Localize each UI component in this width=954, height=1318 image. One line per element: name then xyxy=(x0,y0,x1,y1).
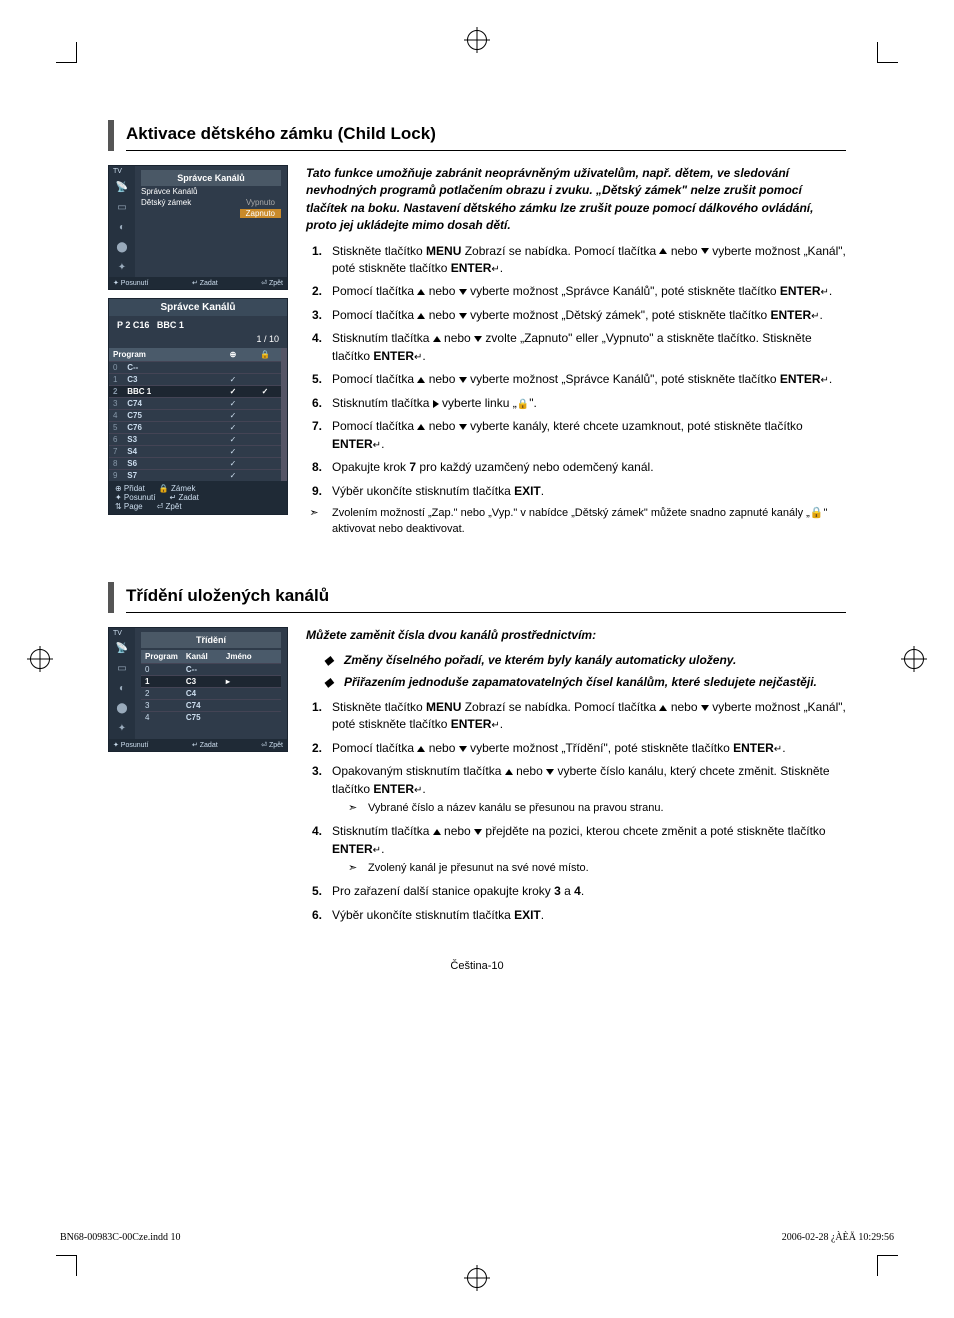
osd-title: Třídění xyxy=(141,632,281,648)
footer-left: BN68-00983C-00Cze.indd 10 xyxy=(60,1232,181,1243)
channel-icon: 📡 xyxy=(109,639,135,659)
crop-mark xyxy=(877,42,898,63)
footer-right: 2006-02-28 ¿ÀÈÄ 10:29:56 xyxy=(782,1232,894,1243)
channel-icon: 📡 xyxy=(109,177,135,197)
channel-row[interactable]: 5 C76✓ xyxy=(109,422,281,434)
osd2-chan-label: P 2 C16 xyxy=(117,320,149,330)
channel-row[interactable]: 4 C75✓ xyxy=(109,410,281,422)
step-item: 5.Pomocí tlačítka nebo vyberte možnost „… xyxy=(306,371,846,389)
osd-help-move: ✦ Posunutí xyxy=(113,741,148,749)
section1-intro: Tato funkce umožňuje zabránit neoprávněn… xyxy=(306,165,846,235)
channel-row[interactable]: 6 S3✓ xyxy=(109,434,281,446)
col-channel: Kanál xyxy=(182,650,222,664)
col-added-icon: ⊕ xyxy=(217,348,249,362)
osd-item: Dětský zámek xyxy=(141,198,191,207)
step-item: 4.Stisknutím tlačítka nebo zvolte „Zapnu… xyxy=(306,330,846,365)
note-arrow-icon: ➣ xyxy=(306,506,322,538)
osd-help-back: ⏎ Zpět xyxy=(261,279,283,287)
section2-intro: Můžete zaměnit čísla dvou kanálů prostře… xyxy=(306,627,846,644)
osd-help-enter: ↵ Zadat xyxy=(192,741,218,749)
channel-row[interactable]: 0C-- xyxy=(141,663,281,675)
step-item: 1.Stiskněte tlačítko MENU Zobrazí se nab… xyxy=(306,699,846,734)
col-lock-icon: 🔒 xyxy=(249,348,281,362)
channel-row[interactable]: 4C75 xyxy=(141,711,281,723)
osd-option-on: Zapnuto xyxy=(240,209,281,218)
osd-help-enter: ↵ Zadat xyxy=(192,279,218,287)
osd-help-add: ⊕ Přidat xyxy=(115,484,145,493)
channel-row[interactable]: 1 C3✓ xyxy=(109,374,281,386)
col-program: Program xyxy=(141,650,182,664)
setup-icon: ⬤ xyxy=(109,237,135,257)
input-icon: ✦ xyxy=(109,719,135,739)
registration-mark xyxy=(30,649,50,669)
registration-mark xyxy=(467,30,487,50)
page-number: Čeština-10 xyxy=(108,960,846,972)
osd-item: Správce Kanálů xyxy=(141,187,197,196)
osd-help-back: ⏎ Zpět xyxy=(157,502,182,511)
step-item: 2.Pomocí tlačítka nebo vyberte možnost „… xyxy=(306,740,846,758)
osd-sort-menu: TV 📡 ▭ ◐ ⬤ ✦ Třídění Program xyxy=(108,627,288,752)
channel-row[interactable]: 0 C-- xyxy=(109,362,281,374)
channel-row[interactable]: 2 BBC 1✓✓ xyxy=(109,386,281,398)
osd-tv-label: TV xyxy=(109,166,135,177)
bullet-item: ◆Přiřazením jednoduše zapamatovatelných … xyxy=(324,674,846,691)
osd-title: Správce Kanálů xyxy=(141,170,281,186)
osd-help-enter: ↵ Zadat xyxy=(170,493,199,502)
osd-help-page: ⇅ Page xyxy=(115,502,143,511)
step-item: 5.Pro zařazení další stanice opakujte kr… xyxy=(306,883,846,900)
step-item: 6.Výběr ukončíte stisknutím tlačítka EXI… xyxy=(306,907,846,924)
osd-help-lock: 🔒 Zámek xyxy=(159,484,196,493)
channel-row[interactable]: 3C74 xyxy=(141,699,281,711)
section1-note: Zvolením možností „Zap." nebo „Vyp." v n… xyxy=(332,506,846,538)
picture-icon: ▭ xyxy=(109,659,135,679)
step-item: 6.Stisknutím tlačítka vyberte linku „🔒". xyxy=(306,395,846,413)
col-name: Jméno xyxy=(222,650,281,664)
step-item: 9.Výběr ukončíte stisknutím tlačítka EXI… xyxy=(306,483,846,500)
osd2-page-indicator: 1 / 10 xyxy=(256,334,279,344)
channel-row[interactable]: 7 S4✓ xyxy=(109,446,281,458)
step-item: 8.Opakujte krok 7 pro každý uzamčený neb… xyxy=(306,459,846,476)
section2-heading: Třídění uložených kanálů xyxy=(126,582,846,613)
crop-mark xyxy=(877,1255,898,1276)
step-item: 1.Stiskněte tlačítko MENU Zobrazí se nab… xyxy=(306,243,846,278)
channel-row[interactable]: 1C3▸ xyxy=(141,675,281,687)
sound-icon: ◐ xyxy=(109,217,135,237)
channel-row[interactable]: 8 S6✓ xyxy=(109,458,281,470)
crop-mark xyxy=(56,42,77,63)
section1-heading: Aktivace dětského zámku (Child Lock) xyxy=(126,120,846,151)
step-item: 3.Pomocí tlačítka nebo vyberte možnost „… xyxy=(306,307,846,325)
registration-mark xyxy=(904,649,924,669)
osd-child-lock-menu: TV 📡 ▭ ◐ ⬤ ✦ Správce Kanálů Správce Kaná… xyxy=(108,165,288,290)
channel-row[interactable]: 9 S7✓ xyxy=(109,470,281,482)
osd2-chan-name: BBC 1 xyxy=(157,320,184,330)
scrollbar[interactable] xyxy=(281,348,287,481)
input-icon: ✦ xyxy=(109,257,135,277)
step-item: 4.Stisknutím tlačítka nebo přejděte na p… xyxy=(306,823,846,877)
picture-icon: ▭ xyxy=(109,197,135,217)
osd-option-off: Vypnuto xyxy=(240,198,281,207)
step-item: 2.Pomocí tlačítka nebo vyberte možnost „… xyxy=(306,283,846,301)
osd-help-back: ⏎ Zpět xyxy=(261,741,283,749)
osd-channel-manager: Správce Kanálů P 2 C16 BBC 1 1 / 10 Prog… xyxy=(108,298,288,515)
col-program: Program xyxy=(109,348,217,362)
setup-icon: ⬤ xyxy=(109,699,135,719)
registration-mark xyxy=(467,1268,487,1288)
step-item: 3.Opakovaným stisknutím tlačítka nebo vy… xyxy=(306,763,846,817)
osd-help-move: ✦ Posunutí xyxy=(115,493,156,502)
osd2-title: Správce Kanálů xyxy=(109,299,287,316)
heading-bar xyxy=(108,582,114,613)
channel-row[interactable]: 3 C74✓ xyxy=(109,398,281,410)
bullet-item: ◆Změny číselného pořadí, ve kterém byly … xyxy=(324,652,846,669)
crop-mark xyxy=(56,1255,77,1276)
osd-tv-label: TV xyxy=(109,628,135,639)
step-item: 7.Pomocí tlačítka nebo vyberte kanály, k… xyxy=(306,418,846,453)
sound-icon: ◐ xyxy=(109,679,135,699)
osd-help-move: ✦ Posunutí xyxy=(113,279,148,287)
heading-bar xyxy=(108,120,114,151)
channel-row[interactable]: 2C4 xyxy=(141,687,281,699)
